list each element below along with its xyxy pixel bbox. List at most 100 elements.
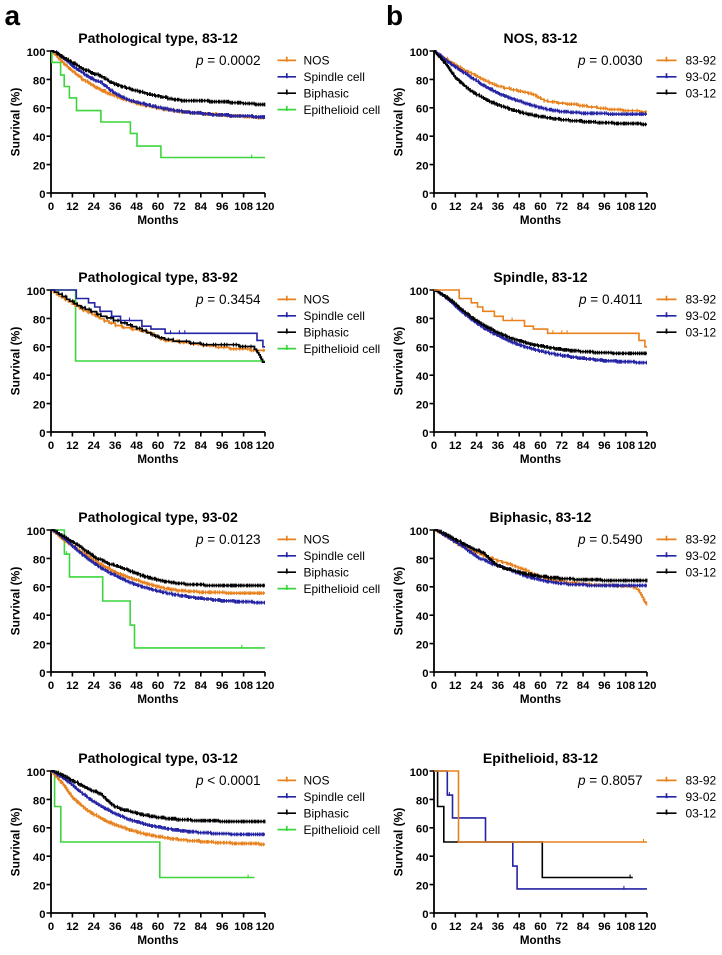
svg-text:p = 0.0002: p = 0.0002 (195, 53, 261, 68)
svg-text:93-02: 93-02 (686, 309, 717, 323)
svg-text:Epithelioid cell: Epithelioid cell (304, 823, 381, 837)
svg-text:Epithelioid cell: Epithelioid cell (304, 103, 381, 117)
svg-text:48: 48 (513, 201, 526, 213)
svg-text:Survival (%): Survival (%) (392, 567, 406, 636)
svg-text:108: 108 (234, 680, 253, 692)
svg-text:60: 60 (152, 680, 165, 692)
svg-text:96: 96 (216, 201, 229, 213)
svg-text:120: 120 (256, 201, 275, 213)
svg-text:20: 20 (33, 640, 46, 652)
svg-text:12: 12 (449, 201, 462, 213)
svg-text:0: 0 (431, 440, 437, 452)
svg-text:84: 84 (577, 680, 590, 692)
svg-text:100: 100 (410, 47, 429, 59)
svg-text:83-92: 83-92 (686, 533, 717, 547)
svg-text:NOS: NOS (304, 293, 330, 307)
svg-text:p = 0.3454: p = 0.3454 (195, 292, 261, 307)
svg-text:NOS: NOS (304, 533, 330, 547)
svg-text:Pathological type, 03-12: Pathological type, 03-12 (78, 750, 238, 766)
svg-text:108: 108 (616, 921, 635, 933)
svg-text:36: 36 (492, 680, 505, 692)
svg-text:36: 36 (109, 440, 122, 452)
svg-text:Biphasic: Biphasic (304, 807, 349, 821)
svg-text:20: 20 (33, 400, 46, 412)
svg-text:80: 80 (33, 554, 46, 566)
svg-text:0: 0 (39, 428, 45, 440)
svg-text:12: 12 (449, 921, 462, 933)
svg-text:0: 0 (431, 201, 437, 213)
svg-text:Survival (%): Survival (%) (9, 327, 23, 396)
svg-text:108: 108 (234, 201, 253, 213)
svg-text:60: 60 (33, 824, 46, 836)
svg-text:80: 80 (416, 554, 429, 566)
svg-text:60: 60 (534, 680, 547, 692)
svg-text:84: 84 (577, 201, 590, 213)
svg-text:84: 84 (195, 201, 208, 213)
svg-text:84: 84 (577, 921, 590, 933)
svg-text:12: 12 (66, 440, 79, 452)
svg-text:72: 72 (556, 680, 569, 692)
svg-text:Biphasic, 83-12: Biphasic, 83-12 (490, 509, 592, 525)
svg-text:0: 0 (39, 189, 45, 201)
svg-text:0: 0 (422, 189, 428, 201)
svg-text:0: 0 (431, 680, 437, 692)
svg-text:93-02: 93-02 (686, 549, 717, 563)
svg-text:Survival (%): Survival (%) (392, 808, 406, 877)
svg-text:96: 96 (216, 680, 229, 692)
svg-text:100: 100 (410, 526, 429, 538)
svg-text:Months: Months (520, 453, 561, 466)
svg-text:0: 0 (48, 201, 54, 213)
svg-text:Spindle, 83-12: Spindle, 83-12 (493, 269, 587, 285)
svg-text:20: 20 (416, 161, 429, 173)
svg-text:12: 12 (449, 680, 462, 692)
svg-text:72: 72 (556, 201, 569, 213)
svg-text:100: 100 (410, 767, 429, 779)
svg-text:0: 0 (422, 428, 428, 440)
svg-text:Months: Months (520, 934, 561, 947)
svg-text:60: 60 (534, 201, 547, 213)
svg-text:48: 48 (513, 680, 526, 692)
svg-text:48: 48 (130, 440, 143, 452)
svg-text:80: 80 (33, 75, 46, 87)
svg-text:Pathological type, 83-92: Pathological type, 83-92 (78, 269, 238, 285)
svg-text:Months: Months (520, 693, 561, 706)
svg-text:40: 40 (33, 132, 46, 144)
svg-text:NOS: NOS (304, 774, 330, 788)
svg-text:03-12: 03-12 (686, 87, 717, 101)
svg-text:0: 0 (48, 680, 54, 692)
svg-text:80: 80 (33, 795, 46, 807)
svg-text:80: 80 (33, 314, 46, 326)
svg-text:72: 72 (173, 201, 186, 213)
svg-text:96: 96 (598, 440, 611, 452)
svg-text:12: 12 (66, 201, 79, 213)
svg-text:120: 120 (256, 680, 275, 692)
svg-text:72: 72 (173, 440, 186, 452)
svg-text:40: 40 (33, 371, 46, 383)
svg-text:0: 0 (431, 921, 437, 933)
svg-text:100: 100 (410, 286, 429, 298)
svg-text:60: 60 (152, 201, 165, 213)
svg-text:108: 108 (234, 921, 253, 933)
svg-text:120: 120 (638, 921, 657, 933)
svg-text:20: 20 (416, 881, 429, 893)
svg-text:Survival (%): Survival (%) (9, 567, 23, 636)
svg-text:72: 72 (556, 440, 569, 452)
svg-text:24: 24 (470, 440, 483, 452)
svg-text:36: 36 (492, 440, 505, 452)
svg-text:Spindle cell: Spindle cell (304, 790, 365, 804)
svg-text:Pathological type, 83-12: Pathological type, 83-12 (78, 30, 238, 46)
svg-text:24: 24 (470, 921, 483, 933)
svg-text:72: 72 (173, 680, 186, 692)
svg-text:40: 40 (416, 852, 429, 864)
svg-text:Biphasic: Biphasic (304, 87, 349, 101)
svg-text:36: 36 (109, 921, 122, 933)
svg-text:60: 60 (152, 921, 165, 933)
svg-text:03-12: 03-12 (686, 807, 717, 821)
svg-text:Epithelioid cell: Epithelioid cell (304, 582, 381, 596)
svg-text:0: 0 (48, 440, 54, 452)
svg-text:60: 60 (152, 440, 165, 452)
svg-text:0: 0 (422, 909, 428, 921)
svg-text:96: 96 (598, 201, 611, 213)
svg-text:12: 12 (66, 921, 79, 933)
svg-text:0: 0 (39, 909, 45, 921)
